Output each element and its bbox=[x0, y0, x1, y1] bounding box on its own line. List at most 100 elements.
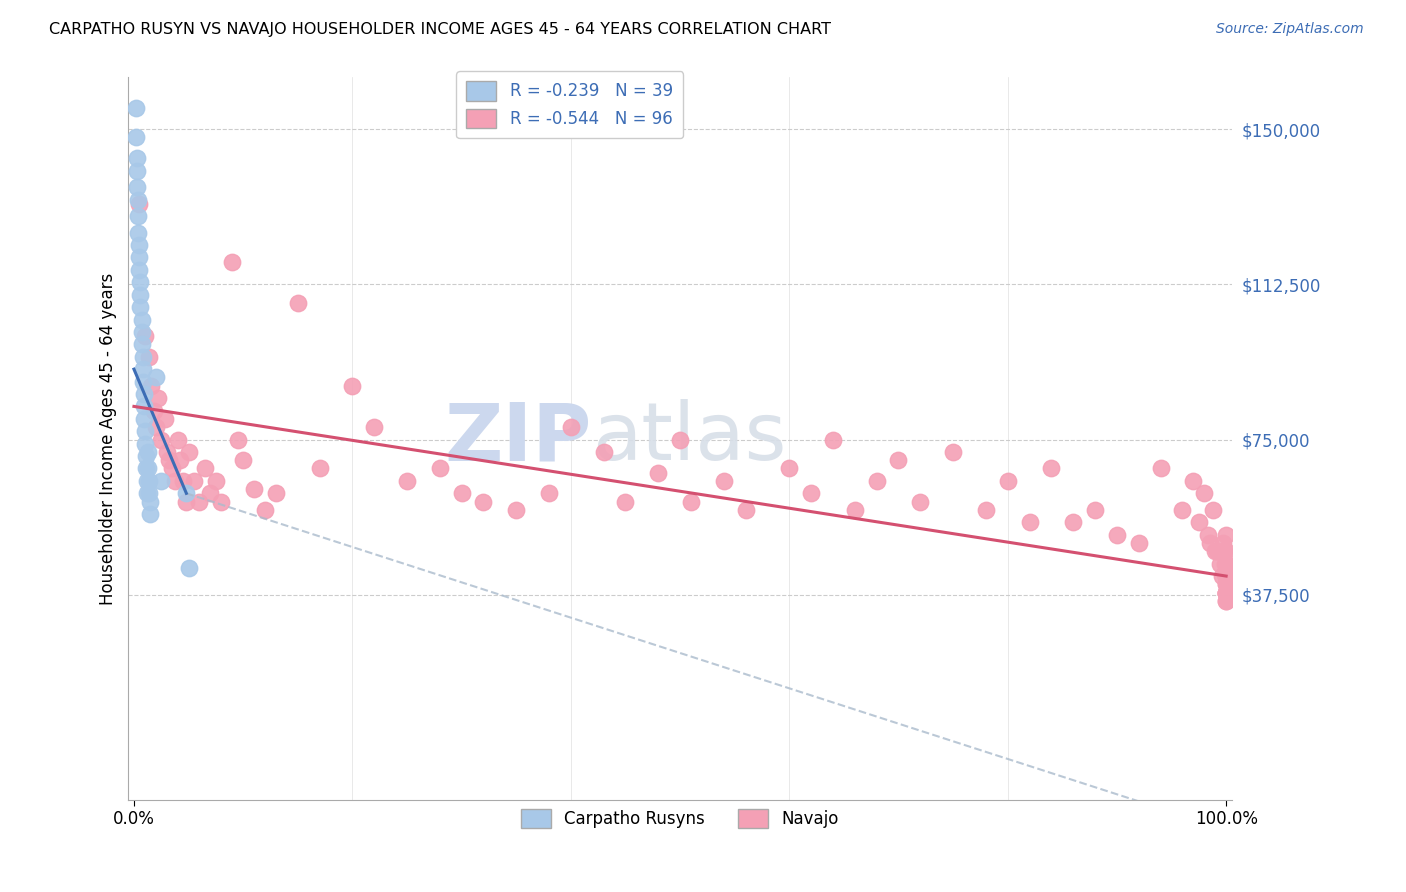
Point bbox=[1215, 557, 1237, 571]
Point bbox=[1204, 544, 1226, 558]
Point bbox=[669, 433, 692, 447]
Point bbox=[1215, 569, 1237, 583]
Point bbox=[176, 486, 198, 500]
Point bbox=[200, 486, 222, 500]
Point bbox=[450, 486, 472, 500]
Point bbox=[131, 337, 153, 351]
Point bbox=[128, 251, 150, 265]
Point bbox=[131, 375, 153, 389]
Point bbox=[166, 433, 188, 447]
Point bbox=[647, 466, 669, 480]
Point bbox=[429, 461, 451, 475]
Point bbox=[253, 503, 276, 517]
Point bbox=[1215, 527, 1237, 541]
Point bbox=[1208, 557, 1230, 571]
Point bbox=[308, 461, 330, 475]
Point bbox=[1215, 585, 1237, 599]
Point bbox=[1215, 577, 1237, 591]
Point bbox=[1040, 461, 1063, 475]
Point bbox=[205, 474, 228, 488]
Point bbox=[778, 461, 800, 475]
Point bbox=[127, 163, 149, 178]
Point bbox=[127, 151, 149, 165]
Point bbox=[134, 436, 156, 450]
Point bbox=[172, 474, 194, 488]
Point bbox=[1128, 536, 1150, 550]
Point bbox=[132, 387, 155, 401]
Point bbox=[226, 433, 249, 447]
Point bbox=[997, 474, 1019, 488]
Point bbox=[146, 391, 169, 405]
Point bbox=[136, 474, 159, 488]
Point bbox=[910, 494, 932, 508]
Point bbox=[128, 196, 150, 211]
Point bbox=[287, 296, 309, 310]
Point bbox=[142, 403, 165, 417]
Point bbox=[177, 445, 200, 459]
Point bbox=[177, 561, 200, 575]
Point bbox=[156, 445, 179, 459]
Point bbox=[139, 507, 162, 521]
Point bbox=[136, 461, 159, 475]
Point bbox=[221, 254, 243, 268]
Point bbox=[821, 433, 844, 447]
Point bbox=[134, 424, 156, 438]
Point bbox=[1062, 516, 1084, 530]
Point bbox=[127, 226, 149, 240]
Point bbox=[136, 486, 159, 500]
Point bbox=[1018, 516, 1040, 530]
Point bbox=[176, 494, 198, 508]
Text: ZIP: ZIP bbox=[444, 400, 592, 477]
Point bbox=[865, 474, 887, 488]
Point bbox=[125, 102, 148, 116]
Point bbox=[887, 453, 910, 467]
Point bbox=[264, 486, 287, 500]
Point bbox=[128, 238, 150, 252]
Point bbox=[1105, 527, 1128, 541]
Point bbox=[145, 370, 167, 384]
Point bbox=[129, 287, 152, 301]
Point bbox=[942, 445, 965, 459]
Point bbox=[169, 453, 191, 467]
Point bbox=[243, 482, 266, 496]
Point bbox=[505, 503, 527, 517]
Point bbox=[614, 494, 637, 508]
Point bbox=[157, 453, 180, 467]
Point bbox=[135, 449, 157, 463]
Point bbox=[472, 494, 495, 508]
Point bbox=[150, 433, 173, 447]
Point bbox=[1215, 577, 1237, 591]
Point bbox=[127, 209, 149, 223]
Point bbox=[136, 445, 159, 459]
Point bbox=[131, 312, 153, 326]
Point bbox=[1084, 503, 1107, 517]
Point bbox=[125, 130, 148, 145]
Point bbox=[1215, 594, 1237, 608]
Point bbox=[129, 275, 152, 289]
Point bbox=[537, 486, 560, 500]
Point bbox=[165, 474, 187, 488]
Point bbox=[1149, 461, 1171, 475]
Point bbox=[1213, 544, 1236, 558]
Point bbox=[1206, 544, 1229, 558]
Point bbox=[1215, 569, 1237, 583]
Point bbox=[188, 494, 211, 508]
Point bbox=[129, 300, 152, 314]
Point bbox=[209, 494, 232, 508]
Point bbox=[1188, 516, 1211, 530]
Point bbox=[1215, 569, 1237, 583]
Point bbox=[1171, 503, 1194, 517]
Point bbox=[800, 486, 823, 500]
Point bbox=[1211, 569, 1233, 583]
Point bbox=[1212, 536, 1234, 550]
Point bbox=[150, 474, 173, 488]
Point bbox=[138, 474, 160, 488]
Point bbox=[679, 494, 702, 508]
Point bbox=[131, 362, 153, 376]
Point bbox=[141, 378, 163, 392]
Point bbox=[153, 412, 176, 426]
Point bbox=[1213, 557, 1236, 571]
Legend: Carpatho Rusyns, Navajo: Carpatho Rusyns, Navajo bbox=[515, 802, 846, 835]
Point bbox=[1198, 536, 1220, 550]
Point bbox=[194, 461, 217, 475]
